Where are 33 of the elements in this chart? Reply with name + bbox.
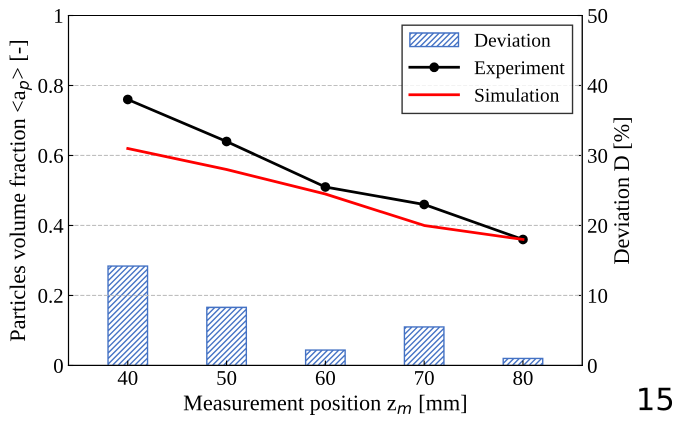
legend-label: Deviation — [474, 34, 550, 47]
bar — [404, 326, 445, 366]
bar — [502, 358, 544, 366]
y2-tick-label: 20 — [588, 218, 608, 233]
legend-label: Simulation — [475, 88, 560, 102]
y2-tick-label: 40 — [588, 78, 608, 93]
y2-tick-label: 10 — [588, 288, 608, 303]
x-tick-label: 60 — [316, 370, 335, 385]
bar — [304, 349, 346, 366]
text: 15 — [639, 388, 672, 410]
y2-axis-title: Deviation D [%] — [614, 118, 632, 264]
x-tick-label: 80 — [513, 370, 533, 385]
bar — [206, 306, 248, 366]
point — [419, 200, 430, 210]
y-tick-label: 0 — [54, 358, 63, 373]
y2-tick-label: 0 — [588, 358, 597, 373]
y2-tick-label: 50 — [588, 8, 608, 23]
y2-tick-label: 30 — [588, 148, 608, 163]
point — [122, 94, 133, 104]
y-tick-label: 0.8 — [38, 78, 63, 94]
x-tick-label: 50 — [217, 370, 236, 385]
legend-label: Experiment — [474, 61, 565, 78]
x-tick-label: 40 — [118, 370, 138, 385]
y-tick-label: 0.4 — [38, 218, 64, 234]
x-axis-title: Measurement position z$_{m}$ [mm] — [184, 394, 466, 415]
point — [320, 182, 330, 192]
y-tick-label: 0.2 — [38, 288, 62, 304]
x-tick-label: 70 — [415, 370, 434, 385]
point — [222, 136, 232, 146]
y-tick-label: 0.6 — [38, 148, 64, 164]
y-axis-title: Particles volume fraction <a$_{p}$> [-] — [9, 41, 32, 342]
bar — [107, 265, 148, 366]
y-tick-label: 1 — [55, 8, 62, 23]
